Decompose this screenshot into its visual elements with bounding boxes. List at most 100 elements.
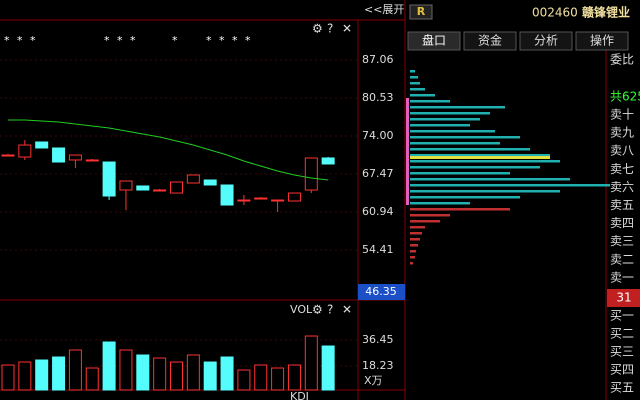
tab[interactable]: [519, 31, 573, 51]
star-marks: * * *: [104, 34, 136, 47]
buy-level: 买三: [610, 345, 634, 359]
sell-level: 卖六: [610, 180, 634, 194]
candle-body: [287, 192, 301, 202]
sell-level: 卖三: [610, 234, 634, 248]
buy-level: 买二: [610, 327, 634, 341]
candle-body: [237, 199, 251, 202]
chip-bar: [410, 214, 450, 217]
chip-bar: [410, 244, 418, 247]
price-tick-label: 67.47: [362, 167, 394, 180]
buy-level: 买四: [610, 363, 634, 377]
tab[interactable]: [463, 31, 517, 51]
tab-label[interactable]: 盘口: [422, 33, 446, 48]
tab-label[interactable]: 操作: [590, 33, 614, 48]
price-tick-label: 60.94: [362, 205, 394, 218]
volume-bar: [52, 356, 66, 391]
total: 共625: [610, 90, 640, 104]
candle-body: [254, 197, 268, 200]
volume-bar: [170, 361, 183, 391]
vol-icon[interactable]: ⚙: [312, 303, 323, 317]
chip-bar: [410, 232, 422, 235]
candle-body: [203, 179, 217, 186]
avg-cost-line: [410, 156, 550, 159]
tab-label[interactable]: 分析: [534, 34, 558, 48]
badge: R: [417, 5, 426, 18]
volume-bar: [35, 359, 49, 391]
sell-level: 卖十: [610, 108, 634, 122]
volume-bar: [153, 357, 167, 391]
volume-bar: [68, 349, 82, 391]
ratio-label: 委比: [610, 53, 634, 67]
chip-bar: [410, 196, 520, 199]
sell-level: 卖九: [610, 126, 634, 140]
tab-label[interactable]: 资金: [478, 33, 502, 48]
tab[interactable]: [407, 31, 461, 51]
volume-bar: [119, 349, 133, 391]
vol-unit: X万: [364, 374, 383, 387]
sell-level: 卖四: [610, 216, 634, 230]
price-tick-label: 87.06: [362, 53, 394, 66]
sell-level: 卖二: [610, 252, 634, 266]
price-box: [358, 284, 405, 300]
sell-level: 卖八: [610, 144, 634, 158]
stock-name: 赣锋锂业: [582, 5, 630, 20]
price-box: [607, 289, 640, 307]
ma-line: [8, 119, 329, 181]
candle-body: [85, 159, 99, 162]
candle-body: [153, 189, 167, 192]
volume-bar: [287, 364, 301, 391]
candle-body: [18, 144, 32, 158]
chip-bar: [410, 106, 505, 109]
chip-bar: [410, 220, 440, 223]
chip-bar: [410, 202, 470, 205]
chip-bar: [410, 256, 415, 259]
volume-bar: [1, 364, 15, 391]
candle-body: [220, 184, 234, 206]
price-tick-label: 54.41: [362, 243, 394, 256]
chip-bar: [410, 178, 570, 181]
candle-body: [68, 154, 82, 161]
sell-level: 卖七: [610, 162, 634, 176]
chip-bar: [410, 124, 470, 127]
price-tick-label: 80.53: [362, 91, 394, 104]
volume-bar: [254, 364, 268, 391]
chip-bar: [410, 238, 420, 241]
vol-tick-label: 36.45: [362, 333, 394, 346]
chip-bar: [410, 154, 550, 157]
chip-bar: [410, 190, 560, 193]
candle-body: [1, 154, 15, 157]
chip-bar: [410, 250, 416, 253]
chip-bar: [410, 112, 490, 115]
chip-bar: [410, 82, 420, 85]
chip-bar: [410, 172, 510, 175]
chart-icon[interactable]: ?: [327, 22, 333, 36]
buy-level: 买五: [610, 381, 634, 395]
chart-icon[interactable]: ⚙: [312, 22, 323, 36]
chip-bar: [410, 136, 520, 139]
volume-bar: [136, 354, 150, 391]
star-marks: * * * *: [206, 34, 251, 47]
candle-body: [321, 157, 335, 165]
volume-bar: [18, 361, 32, 391]
volume-bar: [304, 335, 318, 391]
volume-bar: [237, 369, 251, 391]
vol-icon[interactable]: ✕: [342, 303, 352, 317]
candle-body: [35, 141, 49, 149]
badge-box: [409, 4, 433, 20]
chip-bar: [410, 184, 610, 187]
sell-level: 卖五: [610, 198, 634, 212]
vol-icon[interactable]: ?: [327, 303, 333, 317]
expand-button[interactable]: <<展开: [364, 3, 404, 16]
chip-bar: [410, 118, 480, 121]
sell-level: 卖一: [610, 270, 634, 284]
chart-icon[interactable]: ✕: [342, 22, 352, 36]
tab[interactable]: [575, 31, 629, 51]
chip-bar: [410, 70, 415, 73]
chip-bar: [410, 262, 413, 265]
volume-bar: [102, 341, 116, 391]
chip-bar: [410, 142, 500, 145]
candle-body: [102, 161, 116, 197]
candle-body: [186, 174, 200, 184]
chip-bar: [410, 208, 510, 211]
chip-bar: [410, 148, 530, 151]
